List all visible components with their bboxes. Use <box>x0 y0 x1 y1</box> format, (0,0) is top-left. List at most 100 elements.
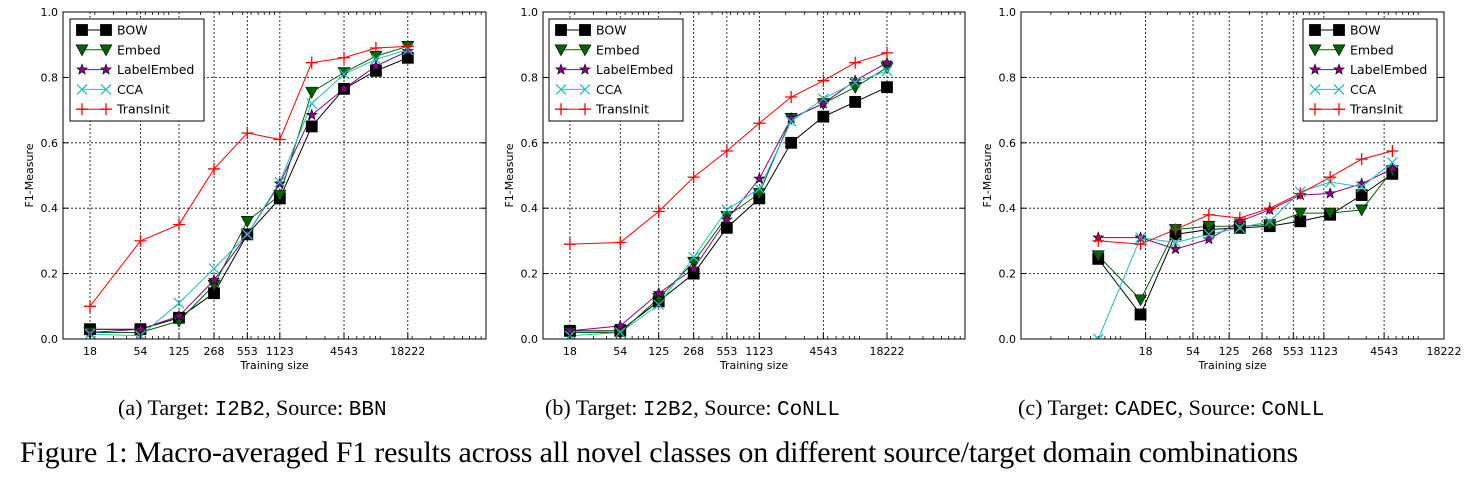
data-point-labelembed <box>652 286 665 299</box>
series-line-embed <box>1097 170 1393 301</box>
y-tick-label: 0.6 <box>41 137 59 150</box>
x-tick-label: 18222 <box>1427 345 1462 358</box>
subcaption-source: CoNLL <box>1261 399 1325 422</box>
series-line-transinit <box>89 45 408 307</box>
data-point-labelembed <box>1169 242 1182 255</box>
y-tick-label: 0.2 <box>999 268 1017 281</box>
data-point-cca <box>1386 156 1398 168</box>
y-tick-label: 0.6 <box>521 137 539 150</box>
data-point-cca <box>653 299 665 311</box>
data-point-cca <box>306 98 318 110</box>
series-line-cca <box>1097 162 1393 339</box>
data-point-transinit <box>614 236 627 249</box>
data-point-bow <box>849 96 862 108</box>
legend: BOW Embed LabelEmbed CCA TransInit <box>1302 18 1438 122</box>
legend-marker-icon <box>1309 24 1321 36</box>
data-point-transinit <box>338 51 351 64</box>
legend-label: BOW <box>117 23 148 38</box>
data-point-transinit <box>369 41 382 54</box>
x-tick-label: 268 <box>1252 345 1273 358</box>
data-point-embed <box>1134 294 1148 307</box>
data-point-labelembed <box>1355 177 1368 189</box>
data-point-bow <box>720 221 733 234</box>
data-point-embed <box>305 86 319 99</box>
data-point-transinit <box>880 46 893 59</box>
data-point-transinit <box>401 40 414 53</box>
legend: BOW Embed LabelEmbed CCA TransInit <box>69 18 205 122</box>
legend-label: BOW <box>596 23 627 38</box>
legend-label: CCA <box>596 82 622 97</box>
subcaption-middle: , Source: <box>1177 395 1262 420</box>
x-tick-label: 4543 <box>1370 345 1398 358</box>
data-point-embed <box>1202 220 1216 233</box>
data-point-transinit <box>83 300 96 313</box>
data-point-embed <box>240 215 254 228</box>
x-axis-label: Training size <box>1197 359 1266 372</box>
x-tick-label: 125 <box>1219 345 1240 358</box>
y-tick-label: 1.0 <box>999 6 1017 19</box>
legend-marker-icon <box>579 83 591 95</box>
subcaption-prefix: (a) Target: <box>118 395 215 420</box>
series-line-bow <box>569 86 888 332</box>
data-point-embed <box>1323 207 1337 220</box>
axes-frame <box>542 11 966 340</box>
subcaption-middle: , Source: <box>693 395 777 420</box>
data-point-bow <box>1134 308 1147 321</box>
data-point-transinit <box>753 117 766 130</box>
subcaption-source: CoNLL <box>776 399 840 422</box>
data-point-transinit <box>1324 171 1337 184</box>
data-point-transinit <box>652 205 665 218</box>
data-point-cca <box>881 65 893 77</box>
y-tick-label: 0.8 <box>521 71 539 84</box>
x-tick-label: 4543 <box>330 345 358 358</box>
legend-marker-icon <box>555 24 567 36</box>
legend-marker-icon <box>75 44 89 57</box>
data-point-cca <box>173 297 185 309</box>
data-point-embed <box>1091 250 1105 263</box>
legend-marker-icon <box>76 83 88 95</box>
series-line-transinit <box>569 52 888 245</box>
data-point-cca <box>785 116 797 128</box>
legend-marker-icon <box>100 103 112 116</box>
data-point-labelembed <box>172 309 186 322</box>
data-point-transinit <box>1202 208 1215 221</box>
data-point-transinit <box>1355 153 1368 166</box>
y-tick-label: 0.0 <box>521 333 539 346</box>
legend-marker-icon <box>1333 83 1345 95</box>
legend-label: CCA <box>1350 82 1376 97</box>
y-axis-label: F1-Measure <box>23 143 36 207</box>
data-point-bow <box>881 81 893 94</box>
data-point-labelembed <box>785 111 798 124</box>
data-point-transinit <box>241 126 254 139</box>
x-axis-label: Training size <box>239 359 308 372</box>
x-tick-label: 18222 <box>390 345 425 358</box>
y-axis-label: F1-Measure <box>503 143 516 207</box>
data-point-transinit <box>1233 212 1246 225</box>
data-point-transinit <box>305 56 318 69</box>
y-tick-label: 0.0 <box>41 333 59 346</box>
data-point-cca <box>1264 215 1276 227</box>
data-point-labelembed <box>305 108 318 121</box>
legend-label: Embed <box>1350 42 1394 57</box>
x-tick-label: 18 <box>83 345 97 358</box>
data-point-bow <box>785 136 798 149</box>
data-point-labelembed <box>273 177 286 189</box>
subcaption-middle: , Source: <box>265 395 349 420</box>
subcaption-a: (a) Target: I2B2, Source: BBN <box>118 395 387 422</box>
subcaption-prefix: (c) Target: <box>1018 395 1115 420</box>
x-tick-label: 1123 <box>1310 345 1338 358</box>
data-point-cca <box>241 228 253 240</box>
x-tick-label: 54 <box>133 345 147 358</box>
x-tick-label: 1123 <box>266 345 294 358</box>
data-point-embed <box>848 81 862 94</box>
data-point-labelembed <box>880 56 894 68</box>
data-point-cca <box>817 93 829 105</box>
legend-label: TransInit <box>116 102 170 117</box>
data-point-transinit <box>687 171 700 184</box>
data-point-transinit <box>563 238 576 251</box>
data-point-embed <box>1355 204 1369 217</box>
data-point-cca <box>1356 181 1368 193</box>
chart-panel: 0.0 0.2 0.4 0.6 0.8 1.0 18 54 125 268 553 1123 4543 1… <box>503 6 966 372</box>
data-point-labelembed <box>134 322 147 335</box>
x-tick-label: 268 <box>683 345 704 358</box>
